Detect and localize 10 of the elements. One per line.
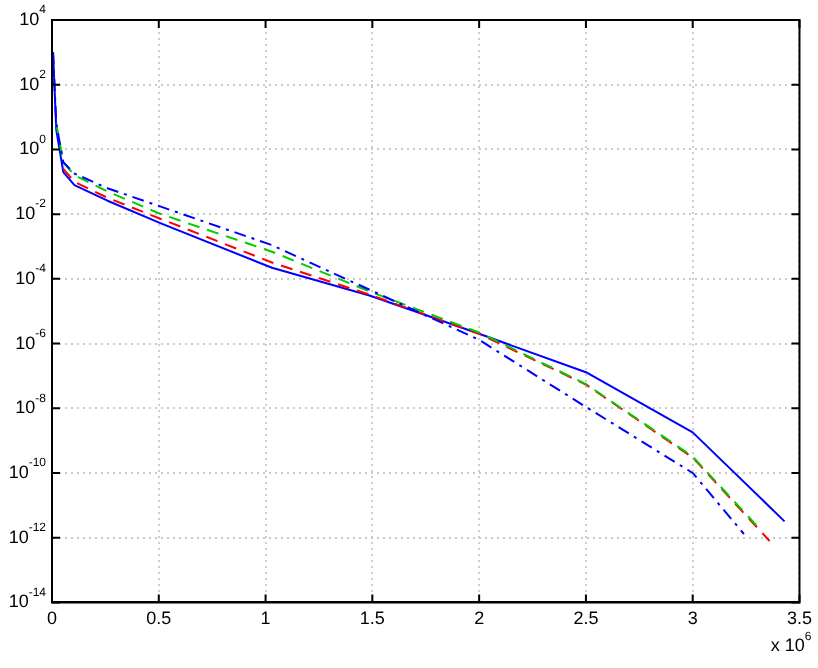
x-tick-label: 1 <box>260 608 271 629</box>
x-tick-label: 1.5 <box>359 608 385 629</box>
line-series <box>55 122 760 529</box>
line-series <box>62 167 771 542</box>
x-tick-label: 2 <box>474 608 485 629</box>
x-tick-label: 3.5 <box>786 608 812 629</box>
x-tick-label: 0.5 <box>146 608 172 629</box>
x-tick-label: 2.5 <box>573 608 599 629</box>
x-tick-label: 0 <box>46 608 58 629</box>
x-tick-label: 3 <box>687 608 698 629</box>
